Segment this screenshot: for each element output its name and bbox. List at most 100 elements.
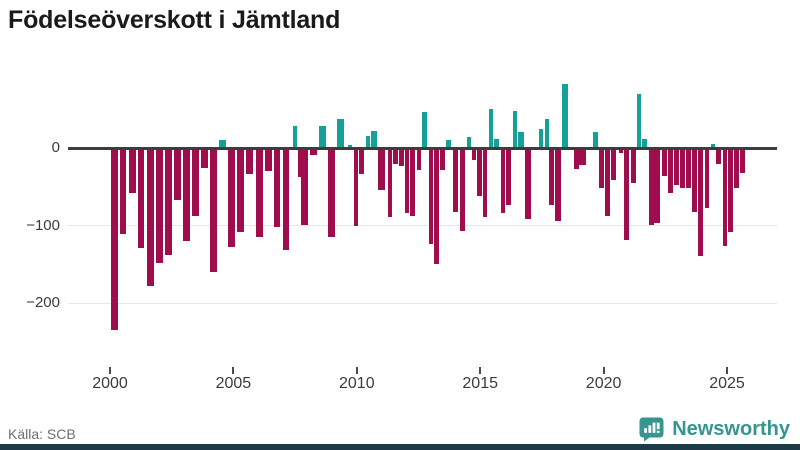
bar — [273, 148, 281, 228]
newsworthy-logo-link[interactable]: Newsworthy — [638, 416, 790, 443]
bar — [593, 131, 598, 148]
source-label: Källa: SCB — [8, 426, 76, 442]
bar — [500, 148, 506, 214]
bar — [599, 148, 604, 189]
bar — [649, 148, 654, 225]
bar — [128, 148, 136, 194]
bar — [283, 148, 290, 250]
bar — [488, 109, 493, 148]
x-axis-zero-line — [68, 146, 777, 150]
y-axis-tick-label: −100 — [26, 216, 60, 234]
bar — [328, 148, 335, 238]
bar — [610, 148, 617, 180]
bar — [297, 148, 302, 177]
bar — [428, 148, 433, 244]
x-axis-tick-label: 2020 — [585, 375, 622, 392]
bar — [201, 148, 209, 169]
bar — [710, 144, 716, 148]
x-axis-tick-label: 2025 — [709, 375, 745, 392]
bar — [119, 148, 127, 235]
bar — [518, 132, 524, 148]
x-axis-tick-mark — [232, 367, 235, 374]
bar — [549, 148, 555, 206]
bar — [246, 148, 254, 175]
bar — [358, 148, 364, 174]
bar — [264, 148, 272, 172]
bar — [410, 148, 416, 216]
bar — [674, 148, 679, 185]
bar — [393, 148, 398, 164]
y-axis-tick-label: 0 — [51, 139, 60, 156]
bar — [459, 148, 465, 232]
gridline — [68, 225, 777, 227]
bar — [156, 148, 163, 263]
gridline — [68, 302, 777, 304]
bar — [174, 148, 181, 201]
bar — [538, 128, 544, 148]
bar — [579, 148, 586, 166]
bar — [493, 138, 499, 148]
bar — [434, 148, 439, 264]
x-axis-tick-label: 2000 — [92, 375, 128, 392]
bar — [574, 148, 579, 169]
bar — [347, 144, 353, 148]
bar — [631, 148, 636, 183]
bar — [399, 148, 404, 166]
bar — [716, 148, 722, 164]
plot-area: 0 −100 −200 2000 2005 2010 2015 2020 2025 — [26, 84, 777, 392]
bar — [512, 110, 518, 148]
x-axis-tick-mark — [109, 367, 111, 374]
bar — [561, 84, 569, 148]
bar — [467, 137, 472, 148]
x-axis-tick-label: 2010 — [339, 375, 375, 392]
bar — [183, 148, 191, 242]
bar — [472, 148, 477, 160]
bar — [555, 148, 561, 222]
bar — [371, 130, 377, 148]
bar — [165, 148, 173, 256]
bar — [692, 148, 697, 212]
bar — [192, 148, 199, 217]
bar — [605, 148, 610, 216]
bar — [237, 148, 245, 232]
bar — [477, 148, 482, 197]
chart-title: Födelseöverskott i Jämtland — [8, 6, 341, 34]
brand-bottom-strip — [0, 444, 800, 450]
bar — [668, 148, 673, 194]
bar — [740, 148, 745, 173]
bar — [734, 148, 739, 189]
x-axis-tick-mark — [479, 367, 482, 374]
bar — [662, 148, 667, 176]
bar — [219, 140, 227, 148]
bar — [110, 148, 118, 330]
bar — [404, 148, 410, 214]
bar — [228, 148, 235, 248]
bar — [292, 126, 297, 148]
bar — [654, 148, 660, 224]
bar — [210, 148, 217, 273]
bar — [353, 148, 358, 227]
bar — [728, 148, 733, 232]
bar — [482, 148, 488, 218]
bar — [255, 148, 263, 238]
bar — [680, 148, 685, 189]
x-axis-tick-mark — [726, 367, 728, 374]
bar — [705, 148, 710, 208]
bar — [506, 148, 512, 205]
newsworthy-speech-bubble-chart-icon — [638, 416, 665, 443]
brand-name: Newsworthy — [672, 418, 790, 440]
bar — [642, 139, 648, 148]
y-axis-tick-label: −200 — [26, 294, 60, 312]
bar — [421, 112, 427, 148]
bar — [636, 94, 642, 148]
bar — [337, 119, 345, 148]
x-axis-tick-label: 2005 — [215, 375, 252, 392]
bar — [310, 148, 317, 155]
bar — [624, 148, 630, 241]
bar — [445, 140, 452, 148]
bar — [416, 148, 422, 170]
bar — [388, 148, 393, 218]
bar — [723, 148, 728, 246]
bar — [544, 119, 549, 148]
